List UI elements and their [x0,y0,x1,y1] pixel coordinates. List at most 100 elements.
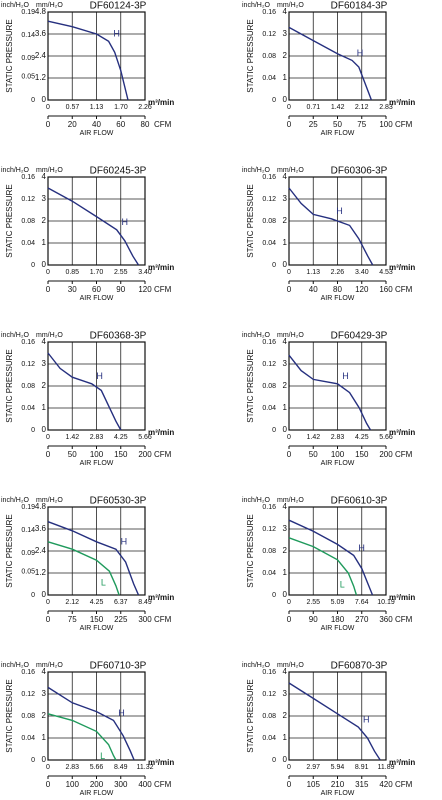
x-axis-label: AIR FLOW [80,460,114,467]
y2-tick-label: 0 [31,427,35,434]
y2-tick-label: 0.16 [262,339,276,346]
x-axis-label: AIR FLOW [80,625,114,632]
y-unit: mm/H₂O [36,497,63,504]
y-tick-label: 2 [42,216,47,225]
y2-tick-label: 0.16 [262,669,276,676]
x2-tick-label: 0 [46,269,50,276]
y-unit: mm/H₂O [277,332,304,339]
x2-tick-label: 0 [46,764,50,771]
x2-tick-label: 2.83 [331,434,345,441]
y-tick-label: 2.4 [35,51,47,60]
y-tick-label: 4 [283,7,288,16]
curve-label: H [113,29,120,39]
curve-label: L [101,578,106,588]
chart-title: DF60124-3P [90,1,147,12]
chart-title: DF60710-3P [90,661,147,672]
x-unit: CFM [154,450,172,459]
x2-tick-label: 8.49 [138,599,152,606]
x-tick-label: 0 [287,780,292,789]
y-tick-label: 1 [42,403,47,412]
x-axis-label: AIR FLOW [80,295,114,302]
y-tick-label: 2 [283,216,288,225]
x2-tick-label: 6.37 [114,599,128,606]
curve [288,537,358,596]
y2-tick-label: 0.16 [21,669,35,676]
plot-frame [288,506,387,596]
y-tick-label: 1 [283,73,288,82]
x-tick-label: 50 [333,120,342,129]
y-tick-label: 2 [283,51,288,60]
y2-tick-label: 0 [31,262,35,269]
y-tick-label: 0 [283,590,288,599]
plot-frame [288,341,387,431]
x2-unit: m³/min [389,263,415,272]
x-tick-label: 60 [92,285,101,294]
x2-tick-label: 1.13 [306,269,320,276]
y2-tick-label: 0.05 [21,74,35,81]
y-tick-label: 4 [283,667,288,676]
plot-frame [47,11,146,101]
x2-tick-label: 4.25 [355,434,369,441]
y-tick-label: 0 [42,95,47,104]
x2-tick-label: 2.12 [65,599,79,606]
x-tick-label: 0 [287,120,292,129]
curve-label: H [121,217,128,227]
y2-tick-label: 0 [31,757,35,764]
x-tick-label: 300 [138,615,152,624]
y-tick-label: 0 [283,425,288,434]
y2-tick-label: 0.12 [21,361,35,368]
y-tick-label: 2.4 [35,546,47,555]
x-tick-label: 0 [287,450,292,459]
x2-tick-label: 10.19 [377,599,395,606]
y-axis-label: STATIC PRESSURE [5,514,14,588]
x2-tick-label: 11.32 [137,764,154,771]
x-axis-label: AIR FLOW [321,625,355,632]
y-unit: mm/H₂O [277,2,304,9]
x-axis-label: AIR FLOW [80,790,114,797]
y-tick-label: 1 [42,733,47,742]
y-tick-label: 3 [42,359,47,368]
x-tick-label: 100 [66,780,80,789]
x-tick-label: 0 [46,285,51,294]
x2-unit: m³/min [148,263,174,272]
y2-tick-label: 0.14 [21,32,35,39]
x2-tick-label: 8.91 [355,764,369,771]
curve [288,187,374,266]
x2-tick-label: 5.66 [379,434,393,441]
y-tick-label: 4 [42,667,47,676]
x-tick-label: 80 [141,120,150,129]
y2-tick-label: 0.04 [262,240,276,247]
y-tick-label: 4 [283,502,288,511]
y-tick-label: 2 [42,381,47,390]
x-tick-label: 200 [138,450,152,459]
x2-unit: m³/min [389,98,415,107]
x2-tick-label: 0.85 [65,269,79,276]
curve-label: H [96,371,103,381]
x2-unit: m³/min [389,758,415,767]
x-tick-label: 75 [68,615,77,624]
x2-tick-label: 0 [287,104,291,111]
chart-title: DF60245-3P [90,166,147,177]
plot-frame [47,671,146,761]
x-unit: CFM [395,285,413,294]
y2-tick-label: 0.14 [21,527,35,534]
y2-tick-label: 0.08 [262,383,276,390]
x2-unit: m³/min [148,98,174,107]
y-unit: mm/H₂O [36,2,63,9]
y2-tick-label: 0.19 [21,9,35,16]
y-tick-label: 4 [283,337,288,346]
y-unit: mm/H₂O [277,167,304,174]
x2-unit: m³/min [148,593,174,602]
y2-tick-label: 0.04 [262,405,276,412]
y2-unit: inch/H₂O [242,167,271,174]
y-tick-label: 0 [283,260,288,269]
y-tick-label: 3.6 [35,29,47,38]
y-tick-label: 0 [42,260,47,269]
y2-tick-label: 0 [272,757,276,764]
x-tick-label: 90 [116,285,125,294]
y-tick-label: 2 [283,546,288,555]
curve-label: H [118,708,125,718]
curve [47,713,117,761]
y-tick-label: 4.8 [35,7,47,16]
x2-tick-label: 0 [46,104,50,111]
